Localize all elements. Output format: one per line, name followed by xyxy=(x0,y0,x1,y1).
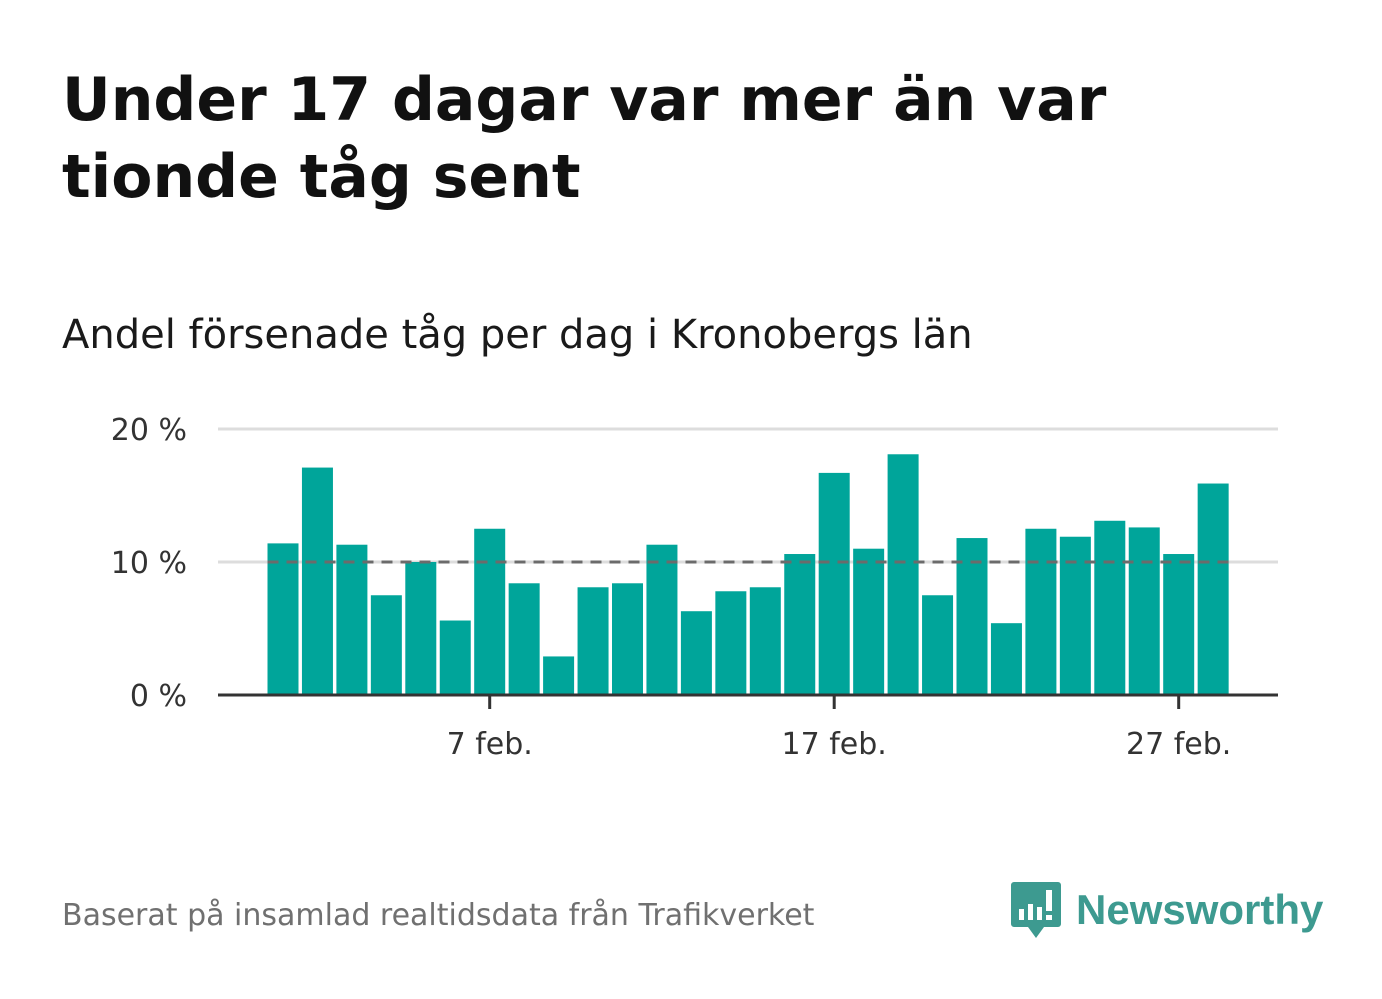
bar-2023-02-13 xyxy=(680,611,712,695)
bar-2023-02-19 xyxy=(887,454,919,695)
bar-2023-02-21 xyxy=(956,538,988,695)
bar-2023-02-26 xyxy=(1128,527,1160,695)
bar-2023-02-12 xyxy=(646,544,678,695)
x-tick-labels: 7 feb. 17 feb. 27 feb. xyxy=(447,727,1232,762)
bars xyxy=(267,454,1229,695)
bar-2023-02-10 xyxy=(577,587,609,695)
bar-2023-02-09 xyxy=(543,656,575,695)
bar-2023-02-24 xyxy=(1059,536,1091,695)
bar-2023-02-16 xyxy=(784,554,816,695)
bar-2023-02-15 xyxy=(749,587,781,695)
chart-title: Andel försenade tåg per dag i Kronobergs… xyxy=(62,312,973,358)
y-tick-labels: 0 % 10 % 20 % xyxy=(111,413,187,714)
source-note: Baserat på insamlad realtidsdata från Tr… xyxy=(62,898,815,933)
bar-2023-02-14 xyxy=(715,591,747,695)
bar-2023-02-20 xyxy=(922,595,954,695)
brand-name: Newsworthy xyxy=(1076,886,1324,933)
bar-2023-02-17 xyxy=(818,472,850,695)
headline: Under 17 dagar var mer än var tionde tåg… xyxy=(62,65,1107,212)
bar-2023-02-07 xyxy=(474,528,506,695)
bar-2023-02-06 xyxy=(439,620,471,695)
bar-2023-02-11 xyxy=(612,583,643,695)
bar-2023-02-01 xyxy=(267,543,299,695)
bar-2023-02-18 xyxy=(853,548,885,695)
bar-2023-02-28 xyxy=(1197,483,1229,695)
y-tick-label-1: 10 % xyxy=(111,546,187,581)
x-tick-label-1: 17 feb. xyxy=(782,727,887,762)
x-tick-label-0: 7 feb. xyxy=(447,727,533,762)
bar-2023-02-23 xyxy=(1025,528,1057,695)
bar-2023-02-03 xyxy=(336,544,368,695)
y-tick-label-2: 20 % xyxy=(111,413,187,448)
y-tick-label-0: 0 % xyxy=(130,679,187,714)
bar-2023-02-22 xyxy=(990,623,1022,695)
bar-2023-02-02 xyxy=(301,467,333,695)
bar-2023-02-04 xyxy=(370,595,402,695)
brand-logo: Newsworthy xyxy=(1010,878,1323,942)
newsworthy-logo-icon xyxy=(1011,882,1061,938)
bar-2023-02-08 xyxy=(508,583,540,695)
bar-2023-02-27 xyxy=(1163,554,1195,695)
bar-2023-02-25 xyxy=(1094,520,1126,695)
x-tick-label-2: 27 feb. xyxy=(1126,727,1231,762)
axes xyxy=(218,693,1278,709)
bar-2023-02-05 xyxy=(405,562,437,695)
